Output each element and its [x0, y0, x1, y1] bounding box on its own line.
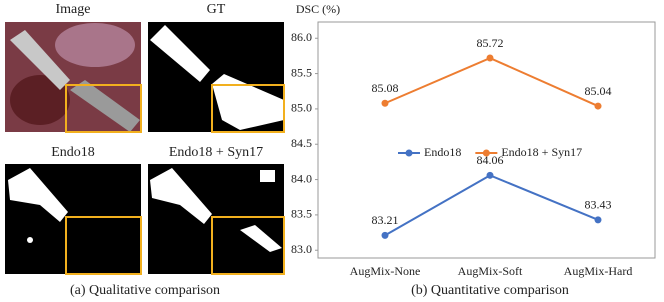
- panel-label: GT: [207, 2, 226, 17]
- y-tick-label: 84.0: [291, 171, 312, 185]
- panel-label: Endo18: [51, 145, 95, 160]
- x-tick-label: AugMix-Soft: [458, 264, 523, 278]
- y-tick-label: 85.0: [291, 101, 312, 115]
- gt-panel: [148, 22, 285, 133]
- caption: (a) Qualitative comparison: [70, 283, 220, 298]
- data-point: [381, 99, 389, 107]
- data-label: 85.08: [372, 81, 399, 95]
- data-point: [381, 231, 389, 239]
- data-label: 83.21: [372, 213, 399, 227]
- legend-marker: [482, 149, 490, 157]
- x-tick-label: AugMix-Hard: [564, 264, 633, 278]
- legend-label: Endo18: [424, 145, 461, 159]
- data-label: 85.04: [585, 84, 612, 98]
- panel-label: Image: [56, 2, 91, 17]
- syn17-panel: [148, 164, 285, 275]
- x-tick-label: AugMix-None: [350, 264, 421, 278]
- plot-frame: [317, 21, 656, 259]
- series-line: [384, 174, 599, 237]
- y-tick-label: 85.5: [291, 65, 312, 79]
- endo18-panel: [5, 164, 142, 275]
- data-point: [594, 102, 602, 110]
- y-tick-label: 86.0: [291, 30, 312, 44]
- data-point: [486, 171, 494, 179]
- image-panel: [5, 22, 142, 133]
- data-point: [594, 216, 602, 224]
- data-label: 84.06: [477, 153, 504, 167]
- legend-label: Endo18 + Syn17: [501, 145, 582, 159]
- caption: (b) Quantitative comparison: [411, 283, 569, 298]
- legend-marker: [405, 149, 413, 157]
- y-tick-label: 84.5: [291, 136, 312, 150]
- data-label: 83.43: [585, 198, 612, 212]
- y-tick-label: 83.0: [291, 242, 312, 256]
- y-axis-label: DSC (%): [296, 2, 340, 16]
- data-label: 85.72: [477, 36, 504, 50]
- data-point: [486, 54, 494, 62]
- series-line: [384, 56, 599, 107]
- panel-label: Endo18 + Syn17: [169, 145, 263, 160]
- y-tick-label: 83.5: [291, 207, 312, 221]
